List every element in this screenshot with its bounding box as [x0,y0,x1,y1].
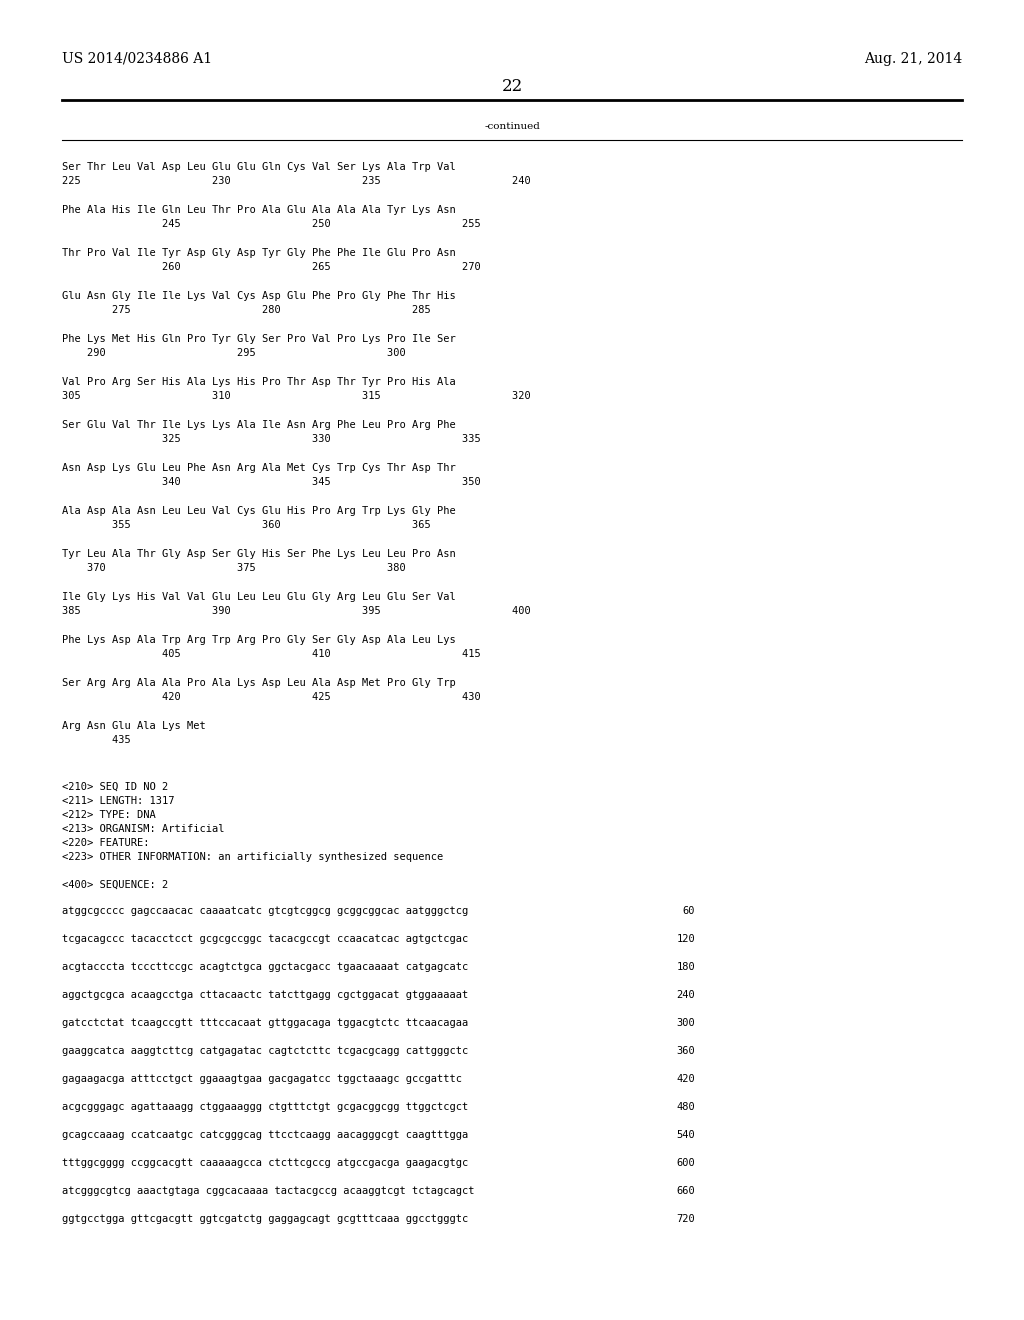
Text: 120: 120 [676,935,695,944]
Text: Asn Asp Lys Glu Leu Phe Asn Arg Ala Met Cys Trp Cys Thr Asp Thr: Asn Asp Lys Glu Leu Phe Asn Arg Ala Met … [62,463,456,473]
Text: 240: 240 [676,990,695,1001]
Text: Ala Asp Ala Asn Leu Leu Val Cys Glu His Pro Arg Trp Lys Gly Phe: Ala Asp Ala Asn Leu Leu Val Cys Glu His … [62,506,456,516]
Text: Phe Lys Asp Ala Trp Arg Trp Arg Pro Gly Ser Gly Asp Ala Leu Lys: Phe Lys Asp Ala Trp Arg Trp Arg Pro Gly … [62,635,456,645]
Text: -continued: -continued [484,121,540,131]
Text: 420: 420 [676,1074,695,1084]
Text: Ile Gly Lys His Val Val Glu Leu Leu Glu Gly Arg Leu Glu Ser Val: Ile Gly Lys His Val Val Glu Leu Leu Glu … [62,591,456,602]
Text: gaaggcatca aaggtcttcg catgagatac cagtctcttc tcgacgcagg cattgggctc: gaaggcatca aaggtcttcg catgagatac cagtctc… [62,1045,468,1056]
Text: Phe Ala His Ile Gln Leu Thr Pro Ala Glu Ala Ala Ala Tyr Lys Asn: Phe Ala His Ile Gln Leu Thr Pro Ala Glu … [62,205,456,215]
Text: 360: 360 [676,1045,695,1056]
Text: Tyr Leu Ala Thr Gly Asp Ser Gly His Ser Phe Lys Leu Leu Pro Asn: Tyr Leu Ala Thr Gly Asp Ser Gly His Ser … [62,549,456,558]
Text: 260                     265                     270: 260 265 270 [62,261,480,272]
Text: <210> SEQ ID NO 2: <210> SEQ ID NO 2 [62,781,168,792]
Text: aggctgcgca acaagcctga cttacaactc tatcttgagg cgctggacat gtggaaaaat: aggctgcgca acaagcctga cttacaactc tatcttg… [62,990,468,1001]
Text: acgcgggagc agattaaagg ctggaaaggg ctgtttctgt gcgacggcgg ttggctcgct: acgcgggagc agattaaagg ctggaaaggg ctgtttc… [62,1102,468,1111]
Text: Ser Glu Val Thr Ile Lys Lys Ala Ile Asn Arg Phe Leu Pro Arg Phe: Ser Glu Val Thr Ile Lys Lys Ala Ile Asn … [62,420,456,430]
Text: Val Pro Arg Ser His Ala Lys His Pro Thr Asp Thr Tyr Pro His Ala: Val Pro Arg Ser His Ala Lys His Pro Thr … [62,378,456,387]
Text: Ser Thr Leu Val Asp Leu Glu Glu Gln Cys Val Ser Lys Ala Trp Val: Ser Thr Leu Val Asp Leu Glu Glu Gln Cys … [62,162,456,172]
Text: ggtgcctgga gttcgacgtt ggtcgatctg gaggagcagt gcgtttcaaa ggcctgggtc: ggtgcctgga gttcgacgtt ggtcgatctg gaggagc… [62,1214,468,1224]
Text: 540: 540 [676,1130,695,1140]
Text: 225                     230                     235                     240: 225 230 235 240 [62,176,530,186]
Text: Thr Pro Val Ile Tyr Asp Gly Asp Tyr Gly Phe Phe Ile Glu Pro Asn: Thr Pro Val Ile Tyr Asp Gly Asp Tyr Gly … [62,248,456,257]
Text: Aug. 21, 2014: Aug. 21, 2014 [864,51,962,66]
Text: Phe Lys Met His Gln Pro Tyr Gly Ser Pro Val Pro Lys Pro Ile Ser: Phe Lys Met His Gln Pro Tyr Gly Ser Pro … [62,334,456,345]
Text: 600: 600 [676,1158,695,1168]
Text: <212> TYPE: DNA: <212> TYPE: DNA [62,810,156,820]
Text: <400> SEQUENCE: 2: <400> SEQUENCE: 2 [62,880,168,890]
Text: 355                     360                     365: 355 360 365 [62,520,431,531]
Text: Arg Asn Glu Ala Lys Met: Arg Asn Glu Ala Lys Met [62,721,206,731]
Text: 245                     250                     255: 245 250 255 [62,219,480,228]
Text: atggcgcccc gagccaacac caaaatcatc gtcgtcggcg gcggcggcac aatgggctcg: atggcgcccc gagccaacac caaaatcatc gtcgtcg… [62,906,468,916]
Text: US 2014/0234886 A1: US 2014/0234886 A1 [62,51,212,66]
Text: 305                     310                     315                     320: 305 310 315 320 [62,391,530,401]
Text: 275                     280                     285: 275 280 285 [62,305,431,315]
Text: 325                     330                     335: 325 330 335 [62,434,480,444]
Text: 290                     295                     300: 290 295 300 [62,348,406,358]
Text: 370                     375                     380: 370 375 380 [62,564,406,573]
Text: atcgggcgtcg aaactgtaga cggcacaaaa tactacgccg acaaggtcgt tctagcagct: atcgggcgtcg aaactgtaga cggcacaaaa tactac… [62,1185,474,1196]
Text: 300: 300 [676,1018,695,1028]
Text: Ser Arg Arg Ala Ala Pro Ala Lys Asp Leu Ala Asp Met Pro Gly Trp: Ser Arg Arg Ala Ala Pro Ala Lys Asp Leu … [62,678,456,688]
Text: <220> FEATURE:: <220> FEATURE: [62,838,150,847]
Text: 22: 22 [502,78,522,95]
Text: gagaagacga atttcctgct ggaaagtgaa gacgagatcc tggctaaagc gccgatttc: gagaagacga atttcctgct ggaaagtgaa gacgaga… [62,1074,462,1084]
Text: 60: 60 [683,906,695,916]
Text: gatcctctat tcaagccgtt tttccacaat gttggacaga tggacgtctc ttcaacagaa: gatcctctat tcaagccgtt tttccacaat gttggac… [62,1018,468,1028]
Text: acgtacccta tcccttccgc acagtctgca ggctacgacc tgaacaaaat catgagcatc: acgtacccta tcccttccgc acagtctgca ggctacg… [62,962,468,972]
Text: <213> ORGANISM: Artificial: <213> ORGANISM: Artificial [62,824,224,834]
Text: 480: 480 [676,1102,695,1111]
Text: 405                     410                     415: 405 410 415 [62,649,480,659]
Text: 435: 435 [62,735,131,744]
Text: <211> LENGTH: 1317: <211> LENGTH: 1317 [62,796,174,807]
Text: 340                     345                     350: 340 345 350 [62,477,480,487]
Text: <223> OTHER INFORMATION: an artificially synthesized sequence: <223> OTHER INFORMATION: an artificially… [62,851,443,862]
Text: gcagccaaag ccatcaatgc catcgggcag ttcctcaagg aacagggcgt caagtttgga: gcagccaaag ccatcaatgc catcgggcag ttcctca… [62,1130,468,1140]
Text: 660: 660 [676,1185,695,1196]
Text: 180: 180 [676,962,695,972]
Text: 385                     390                     395                     400: 385 390 395 400 [62,606,530,616]
Text: 420                     425                     430: 420 425 430 [62,692,480,702]
Text: Glu Asn Gly Ile Ile Lys Val Cys Asp Glu Phe Pro Gly Phe Thr His: Glu Asn Gly Ile Ile Lys Val Cys Asp Glu … [62,290,456,301]
Text: 720: 720 [676,1214,695,1224]
Text: tttggcgggg ccggcacgtt caaaaagcca ctcttcgccg atgccgacga gaagacgtgc: tttggcgggg ccggcacgtt caaaaagcca ctcttcg… [62,1158,468,1168]
Text: tcgacagccc tacacctcct gcgcgccggc tacacgccgt ccaacatcac agtgctcgac: tcgacagccc tacacctcct gcgcgccggc tacacgc… [62,935,468,944]
